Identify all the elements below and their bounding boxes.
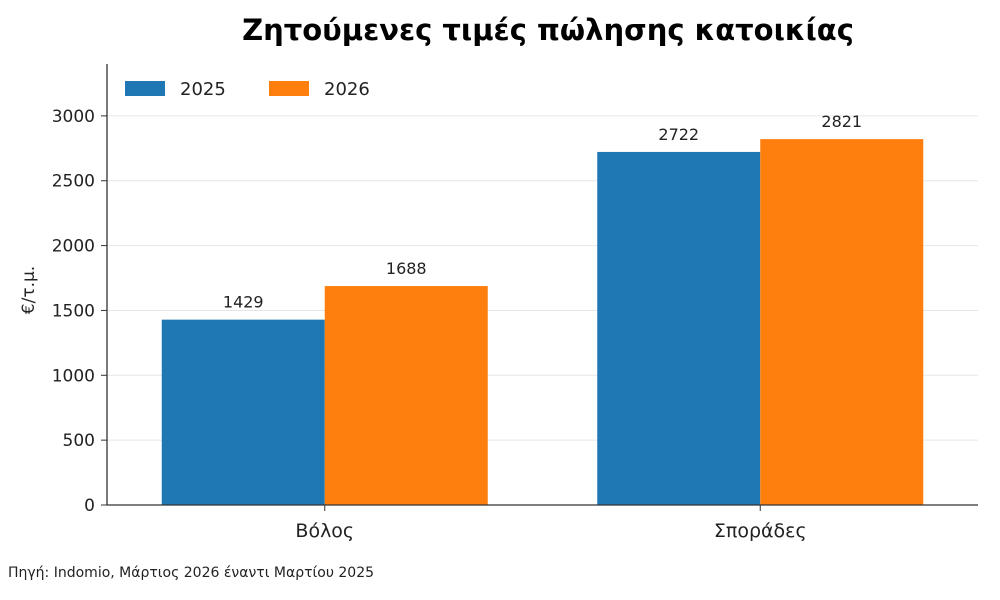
data-labels: 1429 1688 2722 2821	[223, 112, 862, 312]
y-tick-label: 2000	[52, 237, 95, 257]
y-tick-label: 0	[84, 496, 95, 516]
y-tick-label: 500	[63, 431, 95, 451]
legend-swatch	[125, 81, 165, 96]
bar	[161, 319, 325, 505]
data-label: 1429	[223, 293, 264, 312]
legend-label: 2025	[180, 79, 226, 100]
x-tick-label: Σποράδες	[714, 520, 807, 542]
bars	[161, 139, 924, 505]
data-label: 2821	[821, 112, 862, 131]
chart-title: Ζητούμενες τιμές πώλησης κατοικίας	[242, 13, 854, 47]
legend-label: 2026	[324, 79, 370, 100]
data-label: 1688	[386, 259, 427, 278]
source-note: Πηγή: Indomio, Μάρτιος 2026 έναντι Μαρτί…	[8, 565, 375, 581]
bar	[597, 151, 761, 505]
legend-swatch	[269, 81, 309, 96]
legend: 2025 2026	[125, 79, 370, 100]
y-tick-label: 1000	[52, 366, 95, 386]
y-axis-label: €/τ.μ.	[19, 266, 39, 314]
axes: 0 500 1000 1500 2000 2500 3000 Βόλος Σποράδες	[52, 64, 978, 542]
y-tick-label: 1500	[52, 301, 95, 321]
bar	[324, 286, 488, 505]
y-tick-label: 2500	[52, 172, 95, 192]
y-tick-label: 3000	[52, 107, 95, 127]
x-tick-label: Βόλος	[295, 520, 354, 542]
data-label: 2722	[658, 125, 699, 144]
bar	[760, 139, 924, 505]
